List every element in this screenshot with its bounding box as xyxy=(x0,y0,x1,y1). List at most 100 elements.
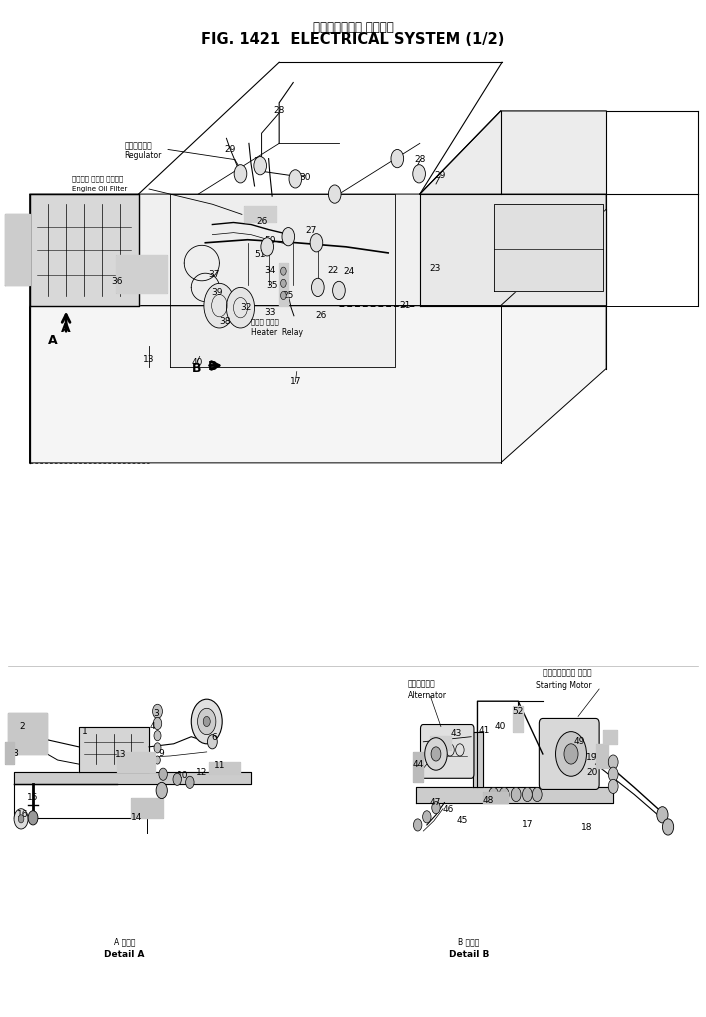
Polygon shape xyxy=(8,713,47,754)
Text: オルタネータ: オルタネータ xyxy=(408,679,436,687)
Text: 11: 11 xyxy=(214,761,225,770)
Circle shape xyxy=(310,234,323,252)
Text: 49: 49 xyxy=(574,737,585,746)
Text: 22: 22 xyxy=(328,265,339,275)
Polygon shape xyxy=(30,306,606,463)
Text: 8: 8 xyxy=(13,750,18,759)
Text: 10: 10 xyxy=(177,771,189,780)
Text: 3: 3 xyxy=(153,709,159,718)
FancyBboxPatch shape xyxy=(421,724,474,778)
Polygon shape xyxy=(513,706,523,731)
Text: 28: 28 xyxy=(273,107,285,115)
Text: 14: 14 xyxy=(131,814,142,823)
Text: 45: 45 xyxy=(456,817,467,826)
Text: 47: 47 xyxy=(429,798,441,807)
Text: Detail B: Detail B xyxy=(449,950,489,959)
Text: ヒータ リレー: ヒータ リレー xyxy=(251,318,279,325)
Text: 12: 12 xyxy=(196,768,208,777)
Circle shape xyxy=(18,815,24,823)
Circle shape xyxy=(532,787,542,801)
Text: 52: 52 xyxy=(512,707,523,716)
Circle shape xyxy=(186,776,194,788)
Text: 4: 4 xyxy=(150,722,155,731)
Circle shape xyxy=(413,165,426,183)
Text: 2: 2 xyxy=(20,722,25,731)
Text: 27: 27 xyxy=(305,226,316,235)
Text: 34: 34 xyxy=(264,265,276,275)
Text: 26: 26 xyxy=(316,311,327,320)
Text: 17: 17 xyxy=(289,377,301,386)
FancyBboxPatch shape xyxy=(539,718,599,789)
Polygon shape xyxy=(493,204,603,292)
Polygon shape xyxy=(30,194,606,306)
Text: 9: 9 xyxy=(159,750,164,759)
Circle shape xyxy=(204,284,235,327)
Polygon shape xyxy=(603,729,617,743)
Text: 48: 48 xyxy=(483,796,494,805)
Circle shape xyxy=(522,787,532,801)
Circle shape xyxy=(153,717,162,729)
Polygon shape xyxy=(417,787,614,802)
Text: 13: 13 xyxy=(143,355,155,364)
Circle shape xyxy=(511,787,521,801)
Circle shape xyxy=(227,288,255,327)
Circle shape xyxy=(154,742,161,753)
Circle shape xyxy=(311,279,324,297)
Polygon shape xyxy=(279,263,288,306)
Circle shape xyxy=(254,157,266,175)
Text: 16: 16 xyxy=(17,811,28,820)
Circle shape xyxy=(414,819,422,831)
Polygon shape xyxy=(79,726,149,772)
Text: 46: 46 xyxy=(443,805,455,815)
Text: 30: 30 xyxy=(299,173,311,182)
Text: 31: 31 xyxy=(253,158,265,166)
Circle shape xyxy=(261,238,273,256)
Text: 43: 43 xyxy=(450,729,462,738)
Circle shape xyxy=(657,806,668,823)
Polygon shape xyxy=(209,762,241,774)
Circle shape xyxy=(14,809,28,829)
Circle shape xyxy=(333,282,345,300)
Text: A 詳細図: A 詳細図 xyxy=(114,938,136,947)
Text: 40: 40 xyxy=(191,358,203,367)
Text: 44: 44 xyxy=(412,760,424,769)
Circle shape xyxy=(208,734,217,749)
Polygon shape xyxy=(431,735,451,750)
Text: 50: 50 xyxy=(264,236,276,245)
Polygon shape xyxy=(5,741,14,764)
Text: Alternator: Alternator xyxy=(408,692,447,700)
Polygon shape xyxy=(483,792,508,802)
Circle shape xyxy=(159,768,167,780)
Circle shape xyxy=(289,170,301,188)
Circle shape xyxy=(282,228,294,246)
Text: 29: 29 xyxy=(434,171,446,180)
Text: B: B xyxy=(208,360,217,373)
Text: 23: 23 xyxy=(429,263,441,273)
Circle shape xyxy=(556,731,587,776)
Circle shape xyxy=(191,699,222,743)
Circle shape xyxy=(609,755,618,769)
Text: 28: 28 xyxy=(415,156,426,164)
Text: 40: 40 xyxy=(495,722,506,731)
Text: 25: 25 xyxy=(282,291,294,300)
Text: 41: 41 xyxy=(479,726,490,735)
Text: 18: 18 xyxy=(581,824,592,833)
Polygon shape xyxy=(14,772,251,784)
Circle shape xyxy=(234,165,247,183)
Polygon shape xyxy=(170,194,395,366)
Circle shape xyxy=(609,767,618,781)
Circle shape xyxy=(152,704,162,718)
Text: A: A xyxy=(61,322,71,336)
Circle shape xyxy=(155,756,160,764)
Polygon shape xyxy=(244,206,275,223)
Text: スターティング モータ: スターティング モータ xyxy=(544,669,592,678)
Text: 33: 33 xyxy=(264,308,276,317)
Text: 29: 29 xyxy=(225,145,236,154)
Polygon shape xyxy=(131,797,163,818)
Circle shape xyxy=(280,280,286,288)
Circle shape xyxy=(662,819,674,835)
Circle shape xyxy=(198,708,216,734)
Circle shape xyxy=(280,292,286,300)
Text: 19: 19 xyxy=(587,754,598,763)
Text: 36: 36 xyxy=(112,277,123,286)
